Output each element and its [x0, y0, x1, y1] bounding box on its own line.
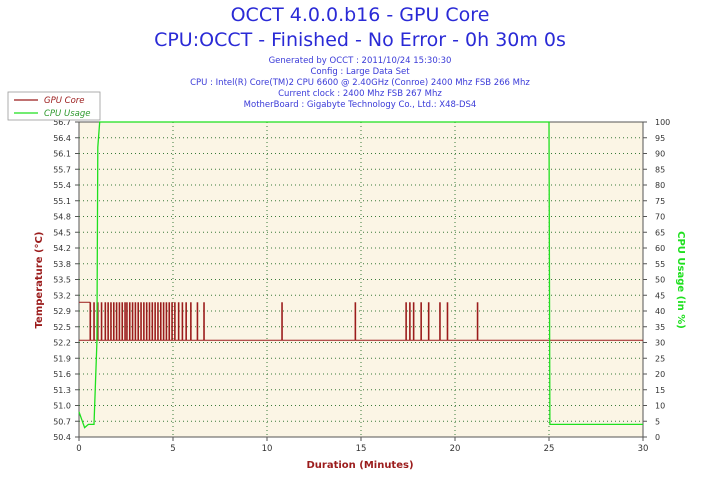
y-right-tick-label: 15	[655, 386, 665, 395]
x-tick-label: 30	[638, 444, 649, 454]
x-tick-label: 20	[450, 444, 461, 454]
x-tick-label: 10	[262, 444, 273, 454]
y-right-tick-label: 100	[655, 118, 670, 127]
chart-title: OCCT 4.0.0.b16 - GPU Core	[230, 4, 490, 26]
info-motherboard: MotherBoard : Gigabyte Technology Co., L…	[243, 100, 477, 110]
y-right-tick-label: 5	[655, 417, 660, 426]
y-right-tick-label: 40	[655, 307, 665, 316]
y-right-axis-label: CPU Usage (in %)	[675, 231, 686, 329]
y-left-tick-label: 51.6	[53, 370, 71, 379]
y-left-tick-label: 53.8	[53, 260, 71, 269]
legend-label-gpu-core: GPU Core	[44, 96, 85, 106]
y-right-tick-label: 0	[655, 433, 660, 442]
y-right-tick-label: 20	[655, 370, 665, 379]
x-axis-label: Duration (Minutes)	[306, 460, 413, 471]
y-left-tick-label: 52.2	[53, 339, 71, 348]
y-left-tick-label: 54.5	[53, 228, 71, 237]
chart-subtitle: CPU:OCCT - Finished - No Error - 0h 30m …	[154, 29, 566, 51]
y-right-tick-label: 30	[655, 339, 665, 348]
y-left-tick-label: 55.1	[53, 197, 71, 206]
y-left-tick-label: 55.4	[53, 181, 71, 190]
y-left-tick-label: 53.2	[53, 291, 71, 300]
y-right-tick-label: 55	[655, 260, 665, 269]
y-left-tick-label: 56.7	[53, 118, 71, 127]
y-left-tick-label: 50.7	[53, 417, 71, 426]
legend-label-cpu-usage: CPU Usage	[44, 109, 90, 119]
y-right-tick-label: 60	[655, 244, 665, 253]
y-left-tick-label: 54.2	[53, 244, 71, 253]
y-left-tick-label: 51.0	[53, 402, 71, 411]
y-right-tick-label: 95	[655, 134, 665, 143]
y-right-tick-label: 70	[655, 213, 665, 222]
x-tick-label: 0	[76, 444, 81, 454]
y-right-tick-label: 35	[655, 323, 665, 332]
y-right-tick-label: 45	[655, 291, 665, 300]
x-tick-label: 25	[544, 444, 555, 454]
y-left-tick-label: 54.8	[53, 213, 71, 222]
y-left-tick-label: 51.9	[53, 354, 71, 363]
info-config: Config : Large Data Set	[310, 67, 410, 77]
y-left-tick-label: 56.4	[53, 134, 71, 143]
x-tick-label: 5	[170, 444, 175, 454]
y-left-tick-label: 50.4	[53, 433, 71, 442]
y-left-tick-label: 52.9	[53, 307, 71, 316]
x-tick-label: 15	[356, 444, 367, 454]
info-generated: Generated by OCCT : 2011/10/24 15:30:30	[268, 56, 452, 66]
y-left-tick-label: 56.1	[53, 150, 71, 159]
y-left-tick-label: 55.7	[53, 165, 71, 174]
info-cpu: CPU : Intel(R) Core(TM)2 CPU 6600 @ 2.40…	[190, 78, 530, 88]
y-right-tick-label: 65	[655, 228, 665, 237]
cpu-usage-line	[78, 121, 643, 429]
y-right-tick-label: 90	[655, 150, 665, 159]
y-right-tick-label: 80	[655, 181, 665, 190]
y-left-tick-label: 52.5	[53, 323, 71, 332]
legend-box	[7, 91, 101, 121]
info-clock: Current clock : 2400 Mhz FSB 267 Mhz	[278, 89, 442, 99]
y-left-tick-label: 51.3	[53, 386, 71, 395]
y-right-tick-label: 10	[655, 402, 665, 411]
y-right-tick-label: 25	[655, 354, 665, 363]
y-right-tick-label: 85	[655, 165, 665, 174]
y-left-axis-label: Temperature (°C)	[34, 232, 45, 329]
y-right-tick-label: 75	[655, 197, 665, 206]
y-left-tick-label: 53.5	[53, 276, 71, 285]
y-right-tick-label: 50	[655, 276, 665, 285]
